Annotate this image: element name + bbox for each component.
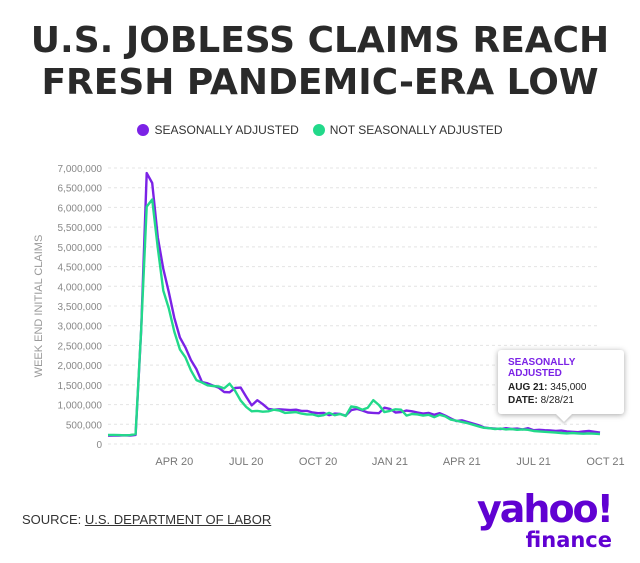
tooltip-row-date: DATE: 8/28/21 (508, 395, 614, 406)
x-tick-label: JAN 21 (372, 456, 408, 468)
chart-title: U.S. JOBLESS CLAIMS REACH FRESH PANDEMIC… (0, 20, 640, 104)
y-tick-label: 4,000,000 (58, 282, 103, 293)
legend-dot-icon (137, 124, 150, 136)
title-line-1: U.S. JOBLESS CLAIMS REACH (30, 20, 610, 61)
y-tick-label: 2,500,000 (58, 341, 103, 352)
y-tick-label: 7,000,000 (58, 164, 103, 175)
logo-main: yahoo! (476, 487, 614, 531)
x-tick-label: OCT 20 (299, 456, 337, 468)
x-tick-label: JUL 21 (516, 456, 550, 468)
tooltip-row-value: AUG 21: 345,000 (508, 382, 614, 393)
y-tick-label: 2,000,000 (58, 361, 103, 372)
logo-sub: finance (525, 528, 612, 552)
y-tick-label: 0 (96, 440, 102, 451)
data-tooltip: SEASONALLY ADJUSTED AUG 21: 345,000 DATE… (498, 350, 624, 414)
x-tick-label: APR 20 (155, 456, 193, 468)
tooltip-value: 345,000 (550, 382, 587, 393)
series-line-not-seasonally-adjusted[interactable] (108, 198, 601, 437)
source-prefix: SOURCE: (22, 512, 82, 527)
legend-label: NOT SEASONALLY ADJUSTED (329, 123, 503, 137)
legend: SEASONALLY ADJUSTED NOT SEASONALLY ADJUS… (0, 123, 640, 137)
y-tick-label: 5,000,000 (58, 243, 103, 254)
x-tick-label: APR 21 (443, 456, 481, 468)
x-tick-label: OCT 21 (586, 456, 624, 468)
y-tick-label: 6,500,000 (58, 184, 103, 195)
y-tick-label: 3,500,000 (58, 302, 103, 313)
legend-label: SEASONALLY ADJUSTED (154, 123, 299, 137)
source-link[interactable]: U.S. DEPARTMENT OF LABOR (84, 512, 272, 527)
y-tick-label: 4,500,000 (58, 263, 103, 274)
tooltip-key: DATE: (508, 395, 538, 406)
y-axis-label: WEEK END INITIAL CLAIMS (33, 235, 45, 378)
source-note: SOURCE: U.S. DEPARTMENT OF LABOR (22, 512, 271, 527)
y-tick-label: 500,000 (66, 420, 103, 431)
y-tick-label: 6,000,000 (58, 203, 103, 214)
tooltip-title: SEASONALLY ADJUSTED (508, 357, 576, 379)
yahoo-finance-logo: yahoo! finance (476, 487, 614, 552)
x-tick-label: JUL 20 (229, 456, 263, 468)
tooltip-key: AUG 21: (508, 382, 548, 393)
title-line-2: FRESH PANDEMIC-ERA LOW (41, 62, 599, 103)
y-tick-label: 3,000,000 (58, 322, 103, 333)
y-tick-label: 1,500,000 (58, 381, 103, 392)
legend-item-not-seasonally-adjusted[interactable]: NOT SEASONALLY ADJUSTED (312, 123, 503, 137)
legend-dot-icon (312, 124, 325, 136)
legend-item-seasonally-adjusted[interactable]: SEASONALLY ADJUSTED (137, 123, 299, 137)
y-tick-label: 1,000,000 (58, 401, 103, 412)
tooltip-value: 8/28/21 (540, 395, 574, 406)
y-tick-label: 5,500,000 (58, 223, 103, 234)
